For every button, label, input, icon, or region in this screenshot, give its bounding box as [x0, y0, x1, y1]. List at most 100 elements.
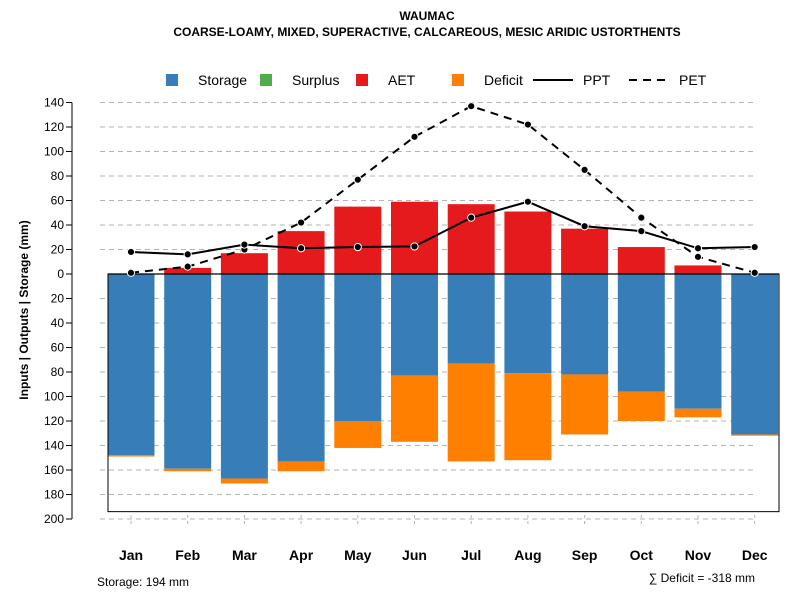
- ppt-point-jul: [467, 213, 476, 222]
- ppt-point-oct: [637, 227, 646, 236]
- ppt-point-jan: [126, 247, 136, 257]
- y-tick-label: 60: [51, 194, 65, 208]
- y-tick-label: 120: [44, 414, 64, 428]
- pet-point-feb: [183, 262, 192, 271]
- pet-point-sep: [580, 165, 589, 174]
- storage-bar-jun: [391, 274, 438, 376]
- aet-bar-feb: [164, 267, 212, 274]
- deficit-bar-feb: [164, 468, 212, 472]
- legend-label-ppt: PPT: [583, 72, 611, 88]
- aet-bar-aug: [504, 211, 552, 274]
- storage-bar-aug: [504, 274, 552, 374]
- x-tick-label-apr: Apr: [289, 547, 314, 563]
- y-tick-label: 40: [51, 316, 65, 330]
- storage-bar-mar: [220, 274, 268, 479]
- storage-bar-sep: [561, 274, 609, 375]
- x-tick-label-feb: Feb: [175, 547, 200, 563]
- storage-bar-may: [334, 274, 382, 421]
- deficit-bar-mar: [220, 478, 268, 484]
- storage-bar-jan: [107, 274, 155, 456]
- storage-bar-oct: [617, 274, 665, 392]
- aet-bar-apr: [277, 231, 325, 274]
- ppt-point-dec: [750, 242, 759, 252]
- pet-point-oct: [637, 213, 646, 222]
- pet-point-apr: [297, 218, 306, 227]
- storage-bar-jul: [447, 274, 495, 364]
- pet-point-may: [353, 175, 362, 184]
- ppt-point-feb: [183, 250, 192, 259]
- x-tick-label-dec: Dec: [742, 547, 768, 563]
- aet-bar-oct: [617, 247, 665, 274]
- y-axis-title: Inputs | Outputs | Storage (mm): [17, 220, 31, 399]
- ppt-point-nov: [693, 244, 703, 253]
- legend-label-storage: Storage: [198, 72, 247, 88]
- storage-bar-apr: [277, 274, 325, 462]
- deficit-bar-jun: [391, 375, 438, 442]
- legend-swatch-surplus: [260, 74, 272, 86]
- aet-bar-nov: [674, 265, 722, 274]
- x-tick-label-jul: Jul: [461, 547, 481, 563]
- ppt-point-may: [353, 242, 362, 252]
- deficit-bar-apr: [277, 461, 325, 472]
- pet-point-aug: [523, 120, 533, 129]
- y-tick-label: 80: [51, 169, 65, 183]
- x-tick-label-jan: Jan: [119, 547, 143, 563]
- chart-subtitle: COARSE-LOAMY, MIXED, SUPERACTIVE, CALCAR…: [173, 25, 680, 39]
- line-series: [126, 102, 759, 277]
- y-tick-label: 40: [51, 218, 65, 232]
- x-tick-label-may: May: [344, 547, 371, 563]
- pet-line: [130, 105, 755, 274]
- deficit-bar-aug: [504, 373, 552, 461]
- legend-swatch-storage: [166, 74, 178, 86]
- pet-point-jun: [410, 132, 419, 141]
- deficit-bar-may: [334, 421, 382, 448]
- y-tick-label: 200: [44, 512, 64, 526]
- legend-label-pet: PET: [679, 72, 707, 88]
- y-tick-label: 60: [51, 341, 65, 355]
- deficit-bar-oct: [617, 391, 665, 421]
- pet-point-jul: [467, 102, 476, 111]
- x-tick-label-aug: Aug: [514, 547, 541, 563]
- y-tick-label: 80: [51, 365, 65, 379]
- legend-label-deficit: Deficit: [484, 72, 523, 88]
- x-tick-label-sep: Sep: [572, 547, 598, 563]
- legend-label-surplus: Surplus: [292, 72, 339, 88]
- x-tick-label-nov: Nov: [685, 547, 712, 563]
- storage-footnote: Storage: 194 mm: [97, 575, 189, 589]
- storage-bar-feb: [164, 274, 212, 469]
- y-tick-label: 120: [44, 120, 64, 134]
- storage-bar-dec: [731, 274, 779, 435]
- x-tick-label-oct: Oct: [630, 547, 654, 563]
- y-tick-label: 100: [44, 390, 64, 404]
- legend-swatch-deficit: [452, 74, 464, 86]
- pet-point-dec: [750, 268, 759, 277]
- legend-label-aet: AET: [388, 72, 416, 88]
- chart-legend: Storage Surplus AET Deficit PPT PET: [166, 72, 707, 88]
- deficit-bar-nov: [674, 408, 722, 418]
- y-tick-label: 0: [57, 267, 64, 281]
- aet-bar-sep: [561, 228, 609, 274]
- ppt-point-mar: [240, 240, 249, 249]
- deficit-sum-footnote: ∑ Deficit = -318 mm: [649, 571, 755, 585]
- deficit-bar-jul: [447, 363, 495, 462]
- aet-bar-mar: [220, 253, 268, 274]
- pet-point-jan: [126, 268, 136, 277]
- ppt-point-aug: [523, 197, 533, 206]
- pet-point-nov: [693, 252, 703, 261]
- deficit-bar-dec: [731, 434, 779, 436]
- y-tick-label: 140: [44, 439, 64, 453]
- x-tick-label-jun: Jun: [402, 547, 427, 563]
- bar-series: [107, 201, 780, 513]
- x-tick-label-mar: Mar: [232, 547, 257, 563]
- y-tick-label: 140: [44, 96, 64, 110]
- y-tick-label: 20: [51, 292, 65, 306]
- y-tick-label: 100: [44, 145, 64, 159]
- y-tick-label: 20: [51, 243, 65, 257]
- deficit-bar-sep: [561, 374, 609, 435]
- ppt-point-apr: [297, 244, 306, 253]
- storage-bar-nov: [674, 274, 722, 409]
- chart-title: WAUMAC: [399, 9, 455, 23]
- ppt-line: [130, 200, 755, 256]
- axes: 1401201008060402002040608010012014016018…: [44, 96, 768, 564]
